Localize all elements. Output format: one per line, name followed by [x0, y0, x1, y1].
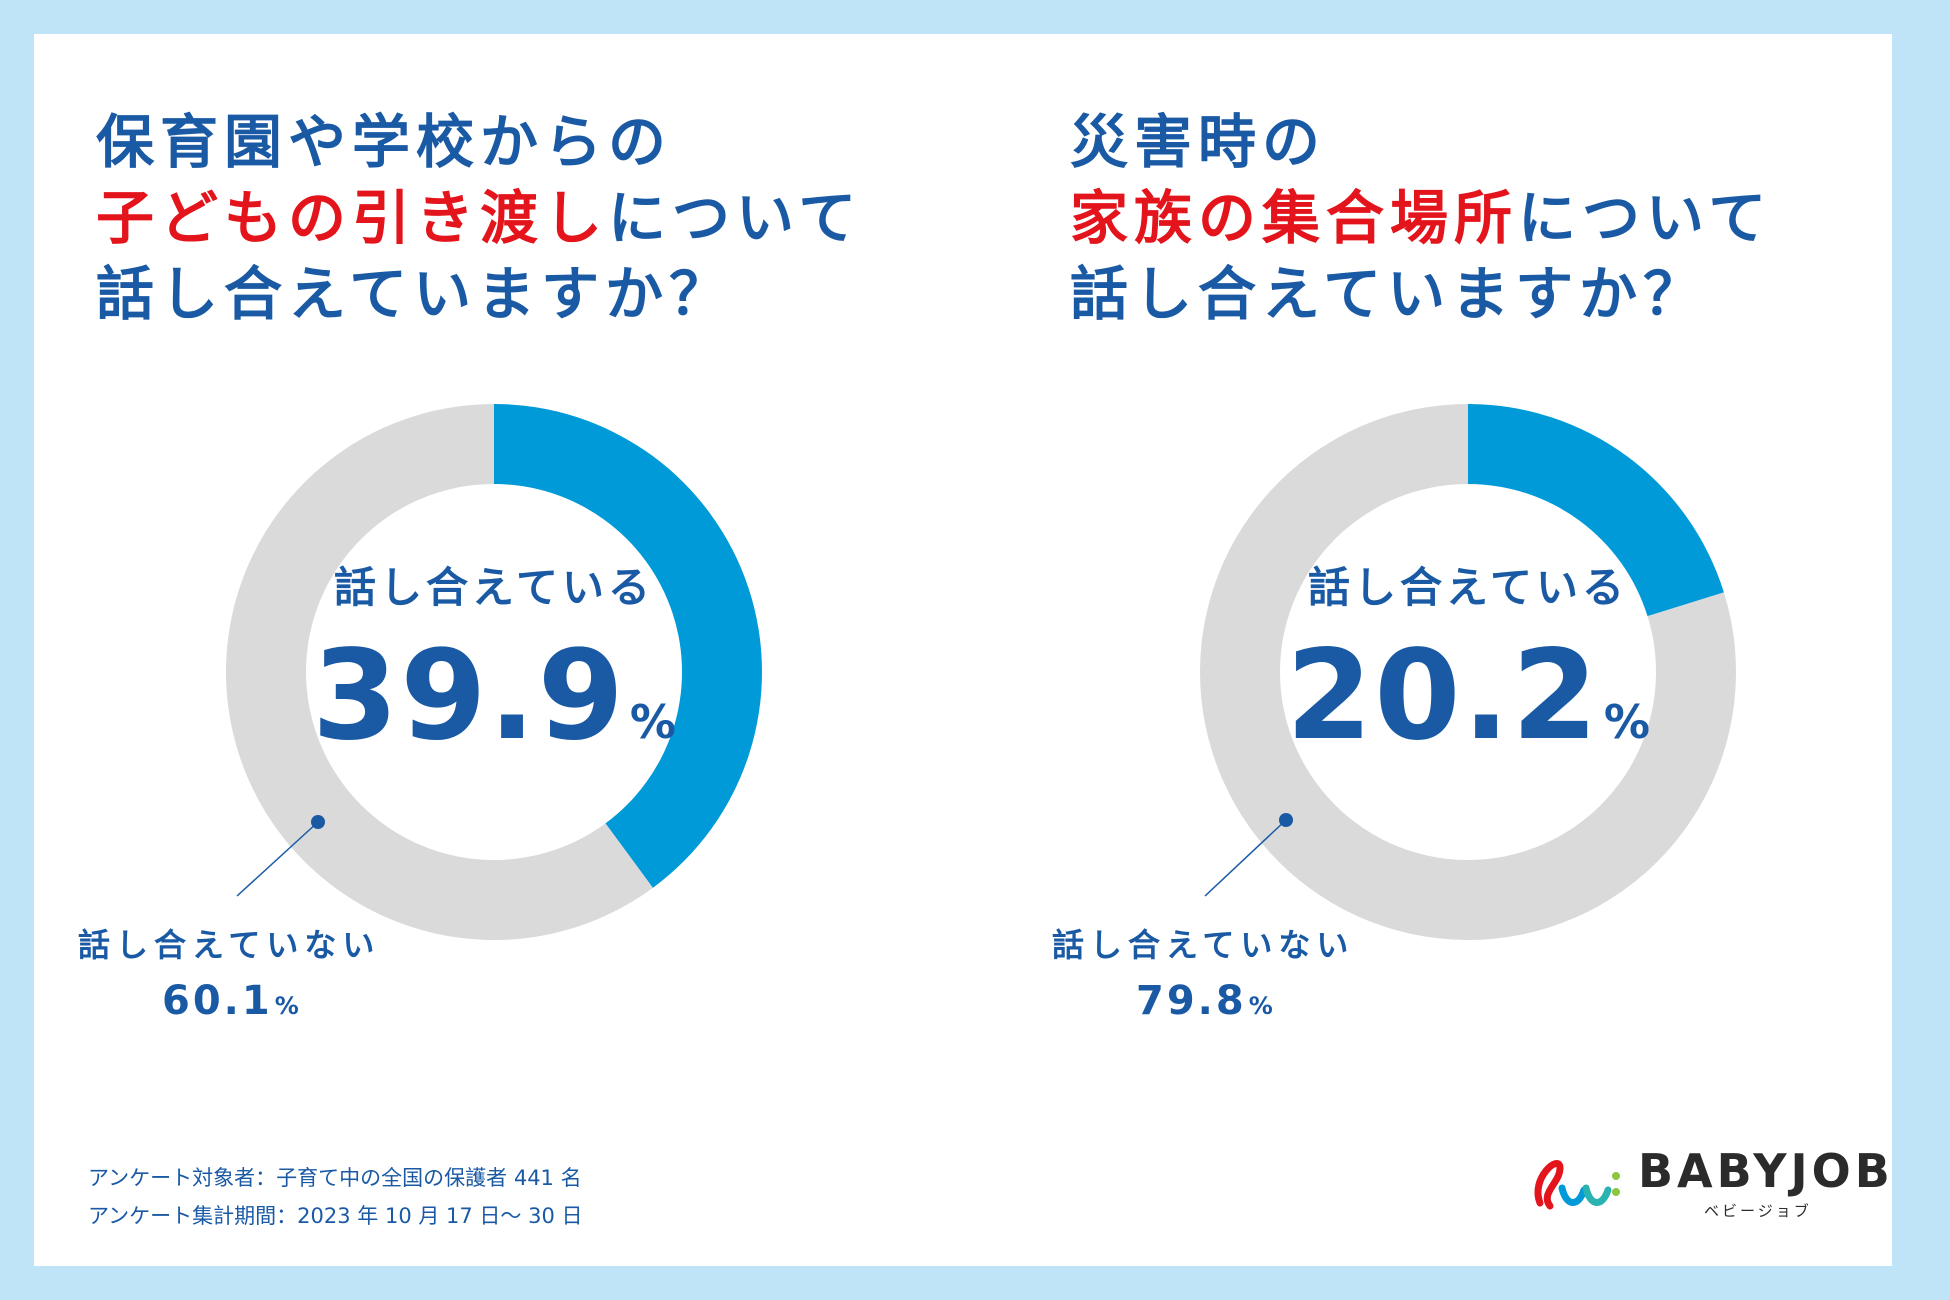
survey-footnotes: アンケート対象者：子育て中の全国の保護者 441 名 アンケート集計期間：202…	[88, 1159, 583, 1235]
donut-slice-not-talking	[225, 404, 653, 940]
center-value: 20.2%	[1178, 624, 1758, 768]
title-line-3: 話し合えていますか？	[1070, 260, 1708, 328]
center-value: 39.9%	[204, 624, 784, 768]
title-line-1: 災害時の	[1070, 108, 1327, 176]
center-value-number: 20.2	[1285, 624, 1600, 768]
panel-meeting-place: 災害時の 家族の集合場所について 話し合えていますか？ 話し合えている 20.2…	[1008, 34, 1908, 1134]
panel-title: 災害時の 家族の集合場所について 話し合えていますか？	[1070, 104, 1772, 332]
footnote-period: アンケート集計期間：2023 年 10 月 17 日〜 30 日	[88, 1204, 583, 1228]
logo-kana: ベビージョブ	[1704, 1202, 1812, 1220]
title-line-2-rest: について	[608, 184, 863, 252]
title-line-2: 家族の集合場所について	[1070, 180, 1772, 256]
logo-wordmark: BABYJOB	[1638, 1144, 1894, 1198]
center-value-unit: %	[1603, 695, 1651, 749]
outer-value: 60.1%	[162, 978, 299, 1024]
outer-value-unit: %	[274, 992, 299, 1020]
panel-handover: 保育園や学校からの 子どもの引き渡しについて 話し合えていますか？ 話し合えてい…	[34, 34, 934, 1134]
panel-title: 保育園や学校からの 子どもの引き渡しについて 話し合えていますか？	[96, 104, 862, 332]
title-line-2: 子どもの引き渡しについて	[96, 180, 862, 256]
center-value-unit: %	[629, 695, 677, 749]
donut-chart	[225, 404, 762, 940]
title-highlight: 子どもの引き渡し	[96, 184, 609, 252]
donut-slice-not-talking	[1199, 404, 1736, 940]
outer-value-number: 79.8	[1136, 978, 1247, 1024]
outer-label: 話し合えていない	[78, 926, 381, 964]
logo-mark-icon	[1534, 1159, 1620, 1210]
outer-label: 話し合えていない	[1052, 926, 1355, 964]
footnote-respondents: アンケート対象者：子育て中の全国の保護者 441 名	[88, 1166, 582, 1190]
donut-slice-talking	[494, 404, 762, 888]
donut-slice-talking	[1468, 404, 1724, 617]
outer-value-number: 60.1	[162, 978, 273, 1024]
center-label: 話し合えている	[334, 563, 654, 612]
donut-chart	[1199, 404, 1736, 940]
title-highlight: 家族の集合場所	[1070, 184, 1519, 252]
brand-logo: BABYJOB ベビージョブ	[1530, 1144, 1890, 1224]
outer-value: 79.8%	[1136, 978, 1273, 1024]
center-value-number: 39.9	[311, 624, 626, 768]
center-label: 話し合えている	[1308, 563, 1628, 612]
outer-value-unit: %	[1248, 992, 1273, 1020]
infographic-card: 保育園や学校からの 子どもの引き渡しについて 話し合えていますか？ 話し合えてい…	[34, 34, 1892, 1266]
title-line-3: 話し合えていますか？	[96, 260, 734, 328]
title-line-2-rest: について	[1518, 184, 1773, 252]
title-line-1: 保育園や学校からの	[96, 108, 673, 176]
